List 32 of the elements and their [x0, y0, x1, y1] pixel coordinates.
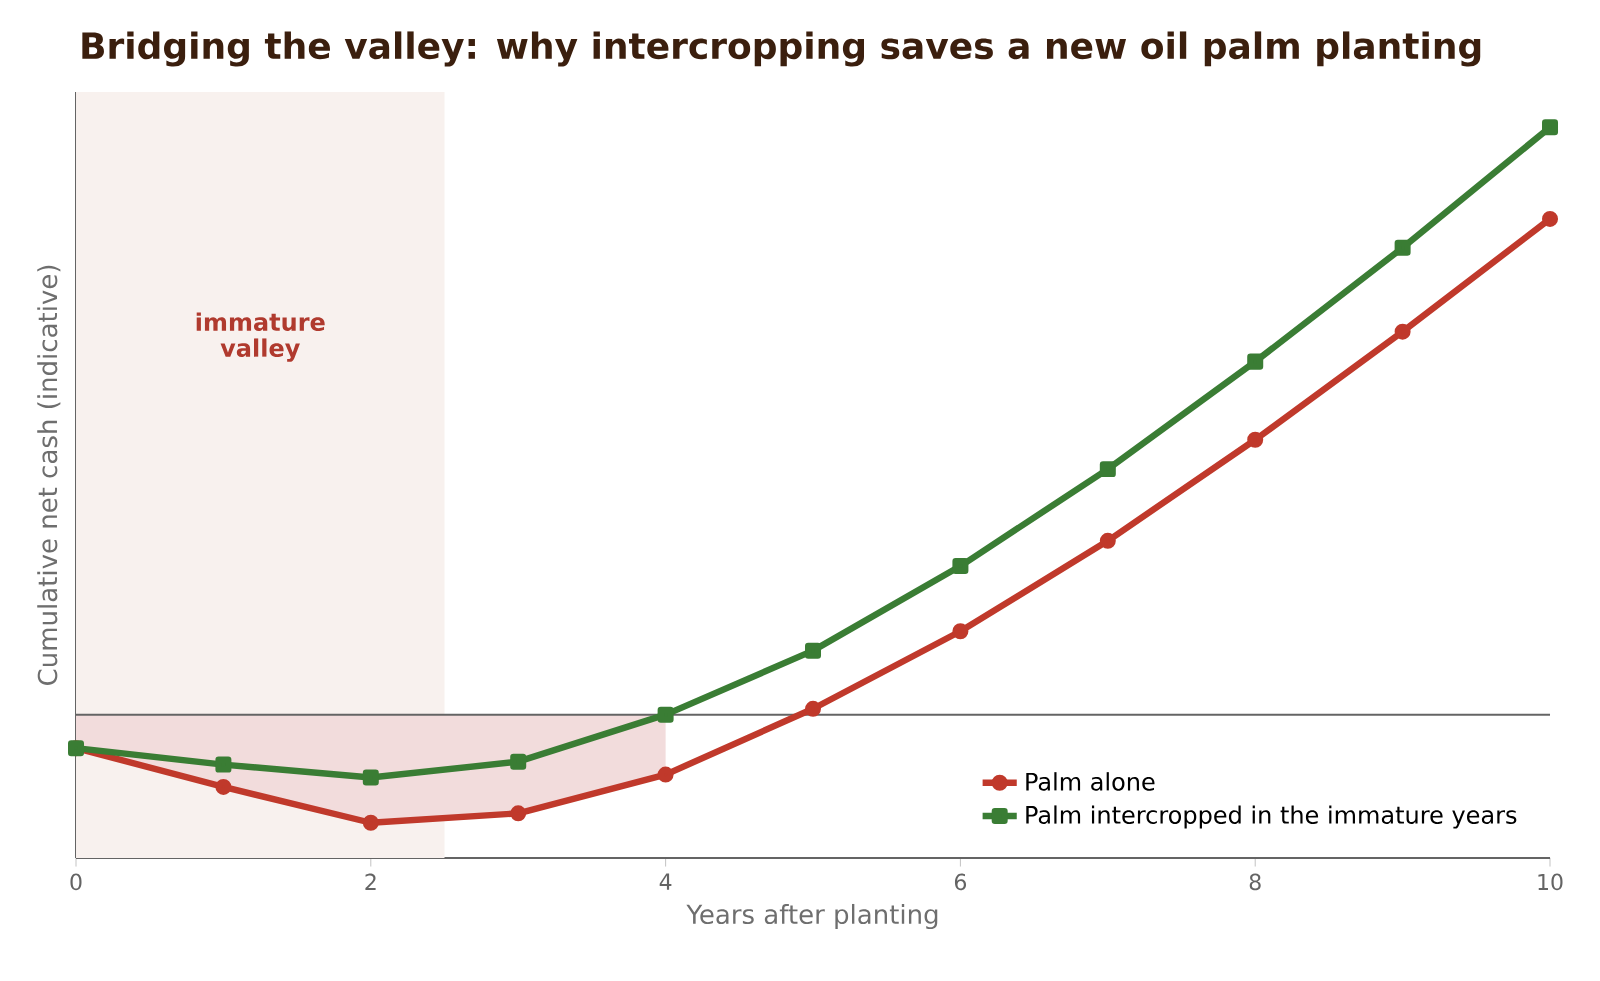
point: [510, 805, 527, 822]
x-tick-label: 6: [954, 873, 967, 891]
point: [657, 766, 674, 783]
point: [215, 756, 232, 773]
x-tick-label: 0: [70, 873, 82, 891]
point: [805, 700, 822, 717]
point: [1542, 119, 1559, 136]
x-tick-label: 4: [659, 873, 672, 890]
chart-title: Bridging the valley: why intercropping saves a new oil palm planting: [82, 31, 1481, 67]
point: [1394, 323, 1411, 340]
x-tick-label: 2: [365, 873, 376, 890]
point: [952, 558, 969, 575]
point: [805, 642, 822, 659]
point: [215, 778, 232, 795]
point: [1099, 461, 1116, 478]
point: [1247, 353, 1264, 370]
point: [362, 769, 379, 786]
point: [510, 753, 527, 770]
point: [657, 706, 674, 723]
point: [1247, 431, 1264, 448]
legend-label: Palm intercropped in the immature years: [1026, 805, 1517, 829]
x-axis-title: Years after planting: [686, 903, 938, 930]
x-tick-label: 8: [1249, 873, 1261, 891]
point: [1394, 239, 1411, 256]
x-tick-label: 10: [1538, 873, 1563, 891]
band-label: immature valley: [196, 312, 325, 362]
y-axis-title: Cumulative net cash (indicative): [37, 265, 61, 685]
point: [952, 623, 969, 640]
point: [362, 814, 379, 831]
point: [1542, 210, 1559, 227]
point: [1099, 532, 1116, 549]
legend-label: Palm alone: [1026, 772, 1155, 791]
